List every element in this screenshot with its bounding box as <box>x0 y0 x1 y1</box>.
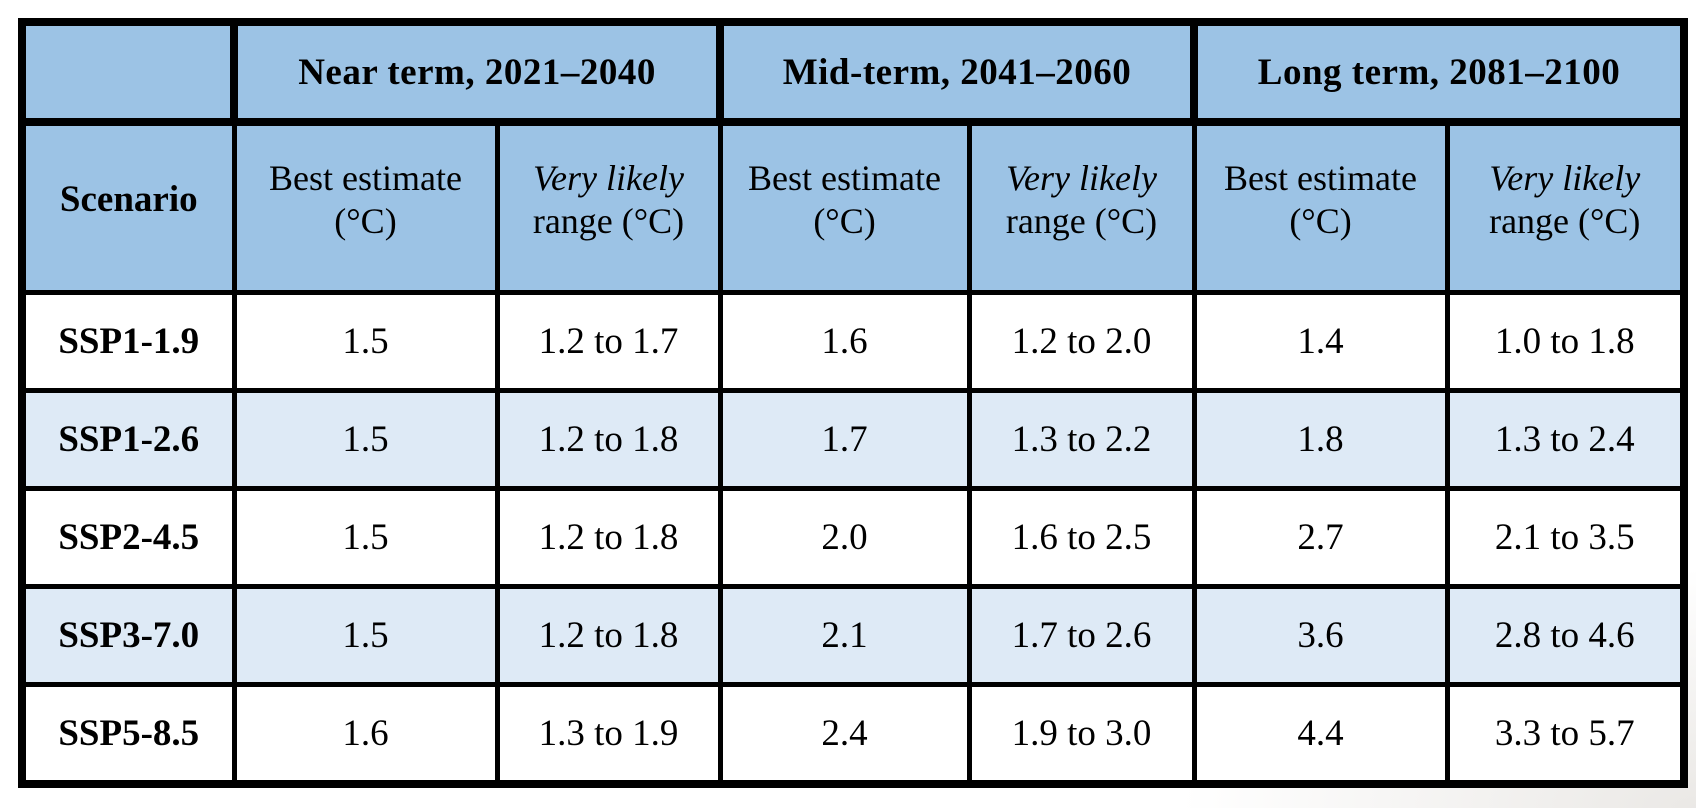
value-cell: 1.2 to 1.8 <box>494 486 723 589</box>
very-likely-label: Very likely <box>1489 157 1641 198</box>
value-cell: 1.3 to 1.9 <box>494 682 723 787</box>
value-cell: 1.7 <box>717 388 972 491</box>
very-likely-range-header-near: Very likely range (°C) <box>494 119 723 295</box>
value-cell: 1.2 to 1.8 <box>494 388 723 491</box>
value-cell: 1.6 to 2.5 <box>966 486 1197 589</box>
value-cell: 1.2 to 2.0 <box>966 290 1197 393</box>
best-estimate-header-mid: Best estimate (°C) <box>717 119 972 295</box>
value-cell: 3.6 <box>1191 584 1450 687</box>
best-estimate-label: Best estimate <box>269 157 462 198</box>
table-row-ssp3-7-0: SSP3-7.0 1.5 1.2 to 1.8 2.1 1.7 to 2.6 3… <box>19 584 1687 687</box>
period-header-near-term: Near term, 2021–2040 <box>229 18 725 126</box>
value-cell: 1.2 to 1.7 <box>494 290 723 393</box>
value-cell: 4.4 <box>1191 682 1450 787</box>
very-likely-range-header-long: Very likely range (°C) <box>1444 119 1687 295</box>
scenario-cell: SSP1-2.6 <box>19 388 237 491</box>
scenario-cell: SSP3-7.0 <box>19 584 237 687</box>
scenario-cell: SSP2-4.5 <box>19 486 237 589</box>
scenario-cell: SSP1-1.9 <box>19 290 237 393</box>
scenario-cell: SSP5-8.5 <box>19 682 237 787</box>
value-cell: 1.9 to 3.0 <box>966 682 1197 787</box>
period-header-row: Near term, 2021–2040 Mid-term, 2041–2060… <box>18 18 1689 126</box>
value-cell: 2.4 <box>717 682 972 787</box>
value-cell: 1.5 <box>231 290 500 393</box>
value-cell: 2.8 to 4.6 <box>1444 584 1687 687</box>
very-likely-label: Very likely <box>533 157 684 198</box>
scenario-column-header: Scenario <box>19 119 237 295</box>
value-cell: 1.3 to 2.4 <box>1444 388 1687 491</box>
value-cell: 1.3 to 2.2 <box>966 388 1197 491</box>
best-estimate-unit: (°C) <box>813 201 876 241</box>
value-cell: 3.3 to 5.7 <box>1444 682 1687 787</box>
value-cell: 1.5 <box>231 584 500 687</box>
value-cell: 1.5 <box>231 486 500 589</box>
value-cell: 2.0 <box>717 486 972 589</box>
value-cell: 1.6 <box>717 290 972 393</box>
table-row-ssp1-2-6: SSP1-2.6 1.5 1.2 to 1.8 1.7 1.3 to 2.2 1… <box>19 388 1687 491</box>
temperature-projection-table: Near term, 2021–2040 Mid-term, 2041–2060… <box>18 18 1689 788</box>
best-estimate-unit: (°C) <box>1289 201 1352 241</box>
corner-cell <box>18 18 238 126</box>
value-cell: 1.7 to 2.6 <box>966 584 1197 687</box>
table-row-ssp2-4-5: SSP2-4.5 1.5 1.2 to 1.8 2.0 1.6 to 2.5 2… <box>19 486 1687 589</box>
table-row-ssp5-8-5: SSP5-8.5 1.6 1.3 to 1.9 2.4 1.9 to 3.0 4… <box>19 682 1687 787</box>
best-estimate-label: Best estimate <box>748 157 941 198</box>
very-likely-label: Very likely <box>1006 157 1157 198</box>
value-cell: 2.7 <box>1191 486 1450 589</box>
column-header-row: Scenario Best estimate (°C) Very likely … <box>19 119 1687 295</box>
value-cell: 1.0 to 1.8 <box>1444 290 1687 393</box>
value-cell: 2.1 to 3.5 <box>1444 486 1687 589</box>
period-header-long-term: Long term, 2081–2100 <box>1190 18 1689 126</box>
table-row-ssp1-1-9: SSP1-1.9 1.5 1.2 to 1.7 1.6 1.2 to 2.0 1… <box>19 290 1687 393</box>
value-cell: 1.6 <box>231 682 500 787</box>
value-cell: 1.2 to 1.8 <box>494 584 723 687</box>
value-cell: 1.4 <box>1191 290 1450 393</box>
range-unit-label: range (°C) <box>1005 201 1158 241</box>
value-cell: 1.8 <box>1191 388 1450 491</box>
range-unit-label: range (°C) <box>1489 201 1641 241</box>
best-estimate-header-near: Best estimate (°C) <box>231 119 500 295</box>
best-estimate-unit: (°C) <box>334 201 397 241</box>
best-estimate-label: Best estimate <box>1224 157 1417 198</box>
range-unit-label: range (°C) <box>532 201 685 241</box>
best-estimate-header-long: Best estimate (°C) <box>1191 119 1450 295</box>
very-likely-range-header-mid: Very likely range (°C) <box>966 119 1197 295</box>
value-cell: 1.5 <box>231 388 500 491</box>
period-header-mid-term: Mid-term, 2041–2060 <box>716 18 1199 126</box>
value-cell: 2.1 <box>717 584 972 687</box>
